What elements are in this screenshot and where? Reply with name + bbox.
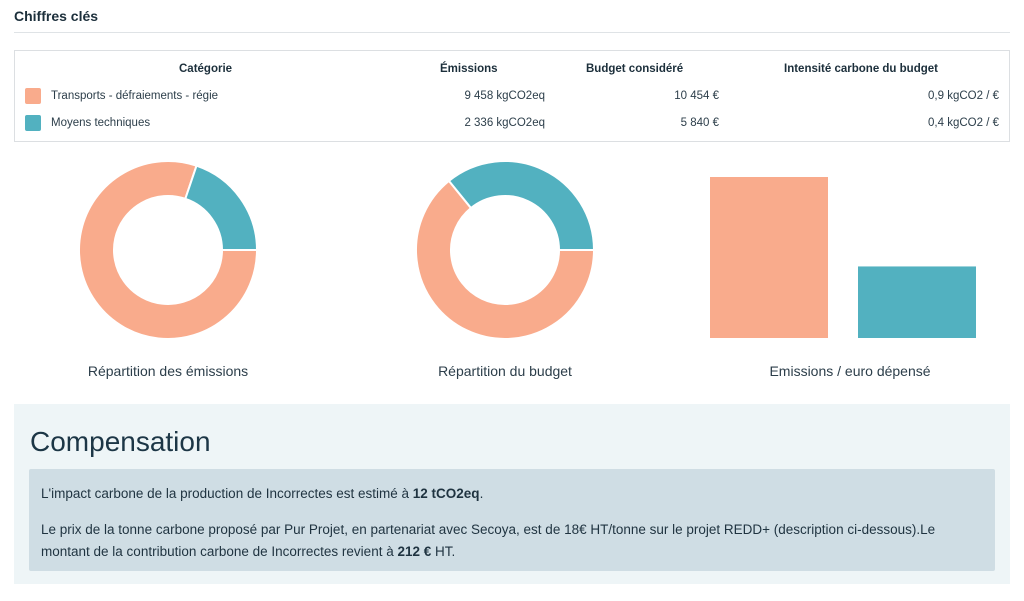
emissions-per-euro-bar-chart	[710, 177, 976, 338]
row-intensity: 0,4 kgCO2 / €	[928, 117, 999, 129]
budget-donut-chart	[415, 160, 595, 340]
donut-slice	[184, 164, 258, 251]
compensation-panel: Compensation L'impact carbone de la prod…	[14, 404, 1010, 584]
section-title: Chiffres clés	[14, 8, 99, 24]
row-emissions: 9 458 kgCO2eq	[464, 90, 545, 102]
header-budget: Budget considéré	[586, 63, 684, 75]
donut-slice	[447, 160, 595, 251]
key-figures-table: Catégorie Émissions Budget considéré Int…	[14, 50, 1010, 142]
compensation-info-box: L'impact carbone de la production de Inc…	[29, 469, 995, 571]
contribution-value: 212 €	[397, 544, 432, 559]
bar	[710, 177, 828, 338]
category-color-swatch	[25, 88, 41, 104]
emissions-donut-chart	[78, 160, 258, 340]
row-intensity: 0,9 kgCO2 / €	[928, 90, 999, 102]
donut-slice	[78, 160, 258, 340]
row-category: Transports - défraiements - régie	[51, 90, 219, 102]
header-emissions: Émissions	[440, 63, 498, 75]
bar-chart-caption: Emissions / euro dépensé	[769, 363, 931, 379]
contribution-paragraph: Le prix de la tonne carbone proposé par …	[41, 522, 936, 559]
impact-paragraph: L'impact carbone de la production de Inc…	[41, 486, 484, 501]
row-emissions: 2 336 kgCO2eq	[464, 117, 545, 129]
row-budget: 5 840 €	[680, 117, 719, 129]
row-category: Moyens techniques	[51, 117, 151, 129]
impact-value: 12 tCO2eq	[412, 486, 480, 501]
title-divider	[14, 32, 1010, 33]
header-category: Catégorie	[179, 63, 233, 75]
emissions-chart-caption: Répartition des émissions	[87, 363, 249, 379]
budget-chart-caption: Répartition du budget	[438, 363, 572, 379]
donut-slice	[415, 179, 595, 340]
bar	[858, 266, 976, 338]
row-budget: 10 454 €	[674, 90, 719, 102]
category-color-swatch	[25, 115, 41, 131]
compensation-title: Compensation	[30, 426, 211, 457]
header-intensity: Intensité carbone du budget	[784, 63, 938, 75]
